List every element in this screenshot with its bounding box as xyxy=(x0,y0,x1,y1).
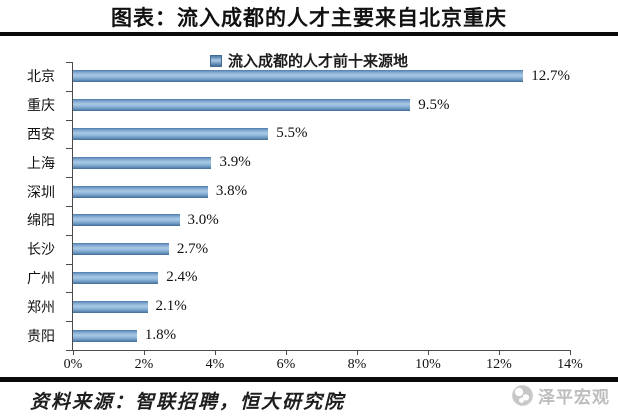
bar xyxy=(73,185,208,198)
bar xyxy=(73,127,269,140)
x-axis-tick xyxy=(215,350,216,355)
bar xyxy=(73,99,411,112)
bar xyxy=(73,271,159,284)
x-axis-tick xyxy=(144,350,145,355)
value-label: 12.7% xyxy=(531,67,570,84)
value-label: 9.5% xyxy=(418,96,450,113)
chart-title: 图表：流入成都的人才主要来自北京重庆 xyxy=(111,7,507,30)
bar-row: 2.4% xyxy=(73,264,570,293)
x-axis-tick xyxy=(286,350,287,355)
value-label: 2.7% xyxy=(176,240,209,257)
category-label: 西安 xyxy=(27,125,55,142)
y-axis-tick xyxy=(66,234,72,236)
title-divider xyxy=(0,32,618,36)
y-axis-tick xyxy=(66,62,72,63)
category-label: 绵阳 xyxy=(27,212,55,229)
x-axis-tick-label: 6% xyxy=(276,357,296,372)
watermark: 泽平宏观 xyxy=(512,383,610,408)
category-label: 郑州 xyxy=(27,298,55,315)
y-axis-tick xyxy=(66,350,72,351)
bar xyxy=(73,214,180,227)
bar-row: 2.1% xyxy=(73,292,570,321)
x-axis-tick xyxy=(357,350,358,355)
value-label: 5.5% xyxy=(276,125,308,142)
legend-label: 流入成都的人才前十来源地 xyxy=(227,53,408,70)
y-axis-tick xyxy=(66,90,72,92)
x-axis-tick-label: 2% xyxy=(134,357,154,372)
bar-row: 12.7% xyxy=(73,62,570,91)
x-axis-tick-label: 12% xyxy=(486,357,512,372)
category-label: 长沙 xyxy=(27,241,55,258)
y-axis-tick xyxy=(66,321,72,323)
value-label: 2.1% xyxy=(155,298,187,315)
x-axis-tick xyxy=(73,350,74,355)
category-label: 上海 xyxy=(27,154,55,171)
y-axis-tick xyxy=(66,292,72,294)
bar-row: 3.9% xyxy=(73,148,570,177)
value-label: 3.9% xyxy=(219,154,251,171)
value-label: 3.0% xyxy=(187,211,219,228)
bar-row: 9.5% xyxy=(73,91,570,120)
category-label: 北京 xyxy=(27,68,55,85)
y-axis-tick xyxy=(66,148,72,150)
bar-row: 3.8% xyxy=(73,177,570,206)
x-axis-tick xyxy=(499,350,500,355)
bar-row: 5.5% xyxy=(73,120,570,149)
category-label: 广州 xyxy=(27,269,55,286)
y-axis-tick xyxy=(66,206,72,207)
category-label: 贵阳 xyxy=(27,327,55,344)
y-axis-tick xyxy=(66,263,72,265)
bar xyxy=(73,70,524,83)
value-label: 2.4% xyxy=(166,269,198,286)
x-axis-tick-label: 8% xyxy=(347,357,367,372)
legend-swatch-icon xyxy=(209,54,222,67)
bar xyxy=(73,300,148,313)
x-axis-tick-label: 14% xyxy=(557,357,583,372)
watermark-label: 泽平宏观 xyxy=(538,388,610,407)
footer-divider xyxy=(0,377,618,382)
bar xyxy=(73,243,169,256)
value-label: 1.8% xyxy=(144,327,177,344)
category-label: 深圳 xyxy=(27,183,55,200)
y-axis-tick xyxy=(66,177,72,179)
x-axis-tick xyxy=(570,350,571,355)
value-label: 3.8% xyxy=(215,183,248,200)
bar-row: 3.0% xyxy=(73,206,570,235)
category-axis-labels: 北京重庆西安上海深圳绵阳长沙广州郑州贵阳 xyxy=(0,62,64,350)
bar-row: 2.7% xyxy=(73,235,570,264)
x-axis-tick xyxy=(428,350,429,355)
plot-area: 12.7% 9.5% 5.5% 3.9% 3.8% 3.0% 2.7% 2.4% 2.1% 1.8… xyxy=(64,62,583,372)
bar xyxy=(73,329,137,342)
source-note: 资料来源：智联招聘，恒大研究院 xyxy=(30,392,346,413)
watermark-logo-icon xyxy=(512,385,533,406)
x-axis-tick-label: 4% xyxy=(205,357,225,372)
x-axis-tick-label: 0% xyxy=(63,357,83,372)
bar-row: 1.8% xyxy=(73,321,570,350)
x-axis-tick-label: 10% xyxy=(415,357,441,372)
y-axis-tick xyxy=(66,119,72,121)
category-label: 重庆 xyxy=(27,97,55,114)
bar xyxy=(73,156,212,169)
legend: 流入成都的人才前十来源地 xyxy=(0,50,618,71)
